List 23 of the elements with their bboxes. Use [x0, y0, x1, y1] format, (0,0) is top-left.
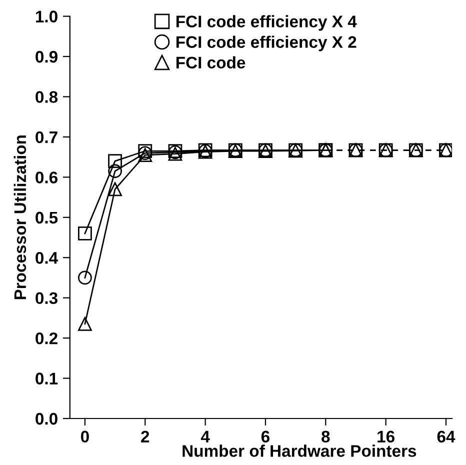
x-tick-label: 2	[141, 430, 150, 442]
x-tick-label: 6	[261, 430, 270, 443]
y-axis-title: Processor Utilization	[14, 136, 26, 300]
x-tick-label: 64	[437, 430, 456, 443]
x-tick-label: 16	[378, 430, 394, 443]
y-tick-label: 0.3	[36, 292, 58, 304]
y-tick-label: 0.5	[36, 212, 58, 224]
y-tick-label: 0.4	[36, 252, 58, 264]
y-tick-label: 0.1	[36, 372, 58, 384]
x-tick-label: 8	[322, 430, 330, 443]
y-tick-label: 0.8	[36, 91, 58, 103]
y-tick-label: 0.9	[36, 50, 58, 63]
x-axis-title: Number of Hardware Pointers	[182, 444, 416, 457]
y-tick-label: 1.0	[36, 10, 58, 22]
legend-label: FCI code	[176, 56, 246, 68]
y-tick-label: 0.0	[36, 412, 58, 425]
y-tick-label: 0.2	[36, 332, 58, 344]
x-tick-label: 0	[80, 430, 89, 443]
legend-label: FCI code efficiency X 2	[176, 36, 356, 52]
y-tick-label: 0.7	[36, 131, 58, 144]
y-tick-label: 0.6	[36, 172, 58, 184]
x-tick-label: 4	[200, 430, 210, 442]
legend-label: FCI code efficiency X 4	[176, 15, 357, 31]
